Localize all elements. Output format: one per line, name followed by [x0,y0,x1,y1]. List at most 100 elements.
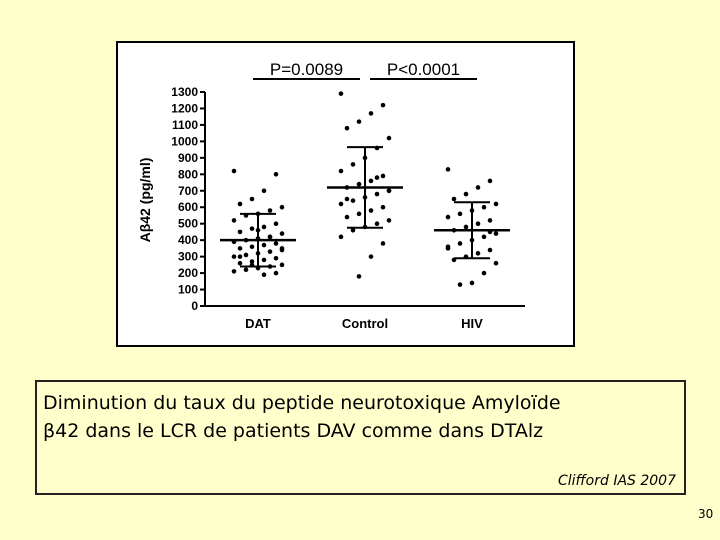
data-dot [356,211,362,217]
data-dot [445,214,451,220]
data-dot [481,234,487,240]
y-tick-label: 1200 [171,101,198,115]
data-dot [380,204,386,210]
data-dot [368,208,374,213]
caption-box: Diminution du taux du peptide neurotoxiq… [35,380,686,495]
caption-line: β42 dans le LCR de patients DAV comme da… [43,420,544,442]
y-tick-label: 400 [178,233,198,247]
data-dot [368,178,374,184]
data-dot [279,262,285,268]
data-dot [475,185,481,190]
data-dot [261,188,267,194]
y-tick-label: 1300 [171,85,198,99]
data-dot [374,175,380,180]
data-dot [380,241,386,246]
data-dot [338,91,344,96]
data-dot [344,196,350,202]
data-dot [237,201,243,207]
x-tick-label: Control [342,316,388,331]
data-dot [273,221,279,226]
data-dot [368,111,374,116]
data-dot [445,246,451,251]
data-dot [451,196,457,202]
data-dot [249,244,255,250]
data-dot [261,242,267,248]
data-dot [338,201,344,207]
data-dot [350,227,356,233]
data-dot [237,254,243,259]
chart: Aβ42 (pg/ml) 0 100 200 300 400 500 600 700 800 90… [116,41,575,347]
chart-frame [116,41,575,347]
y-tick-label: 0 [191,299,198,313]
data-dot [487,218,493,223]
data-dot [267,208,273,213]
data-dot [237,246,243,251]
data-dot [386,188,392,194]
data-dot [368,254,374,259]
data-dot [356,274,362,279]
data-dot [463,224,469,230]
data-dot [380,173,386,179]
data-dot [481,204,487,210]
data-dot [344,125,350,131]
data-dot [243,267,249,273]
data-dot [350,198,356,203]
data-dot [356,119,362,124]
x-tick-label: HIV [461,316,483,331]
data-dot [249,259,255,264]
data-dot [273,241,279,246]
data-dot [380,102,386,108]
data-dot [243,252,249,258]
y-tick-label: 1000 [171,134,198,148]
data-dot [249,196,255,202]
data-dot [481,270,487,276]
data-dot [237,260,243,266]
data-dot [249,226,255,231]
y-axis-label: Aβ42 (pg/ml) [137,158,153,243]
citation: Clifford IAS 2007 [558,473,676,489]
data-dot [493,201,499,207]
y-tick-label: 1100 [172,118,198,132]
data-dot [279,204,285,210]
page-number: 30 [698,507,714,521]
x-tick-label: DAT [245,316,271,331]
data-dot [279,246,285,251]
data-dot [267,249,273,254]
data-dot [457,211,463,217]
data-dot [273,255,279,261]
data-dot [475,251,481,256]
data-dot [469,280,475,286]
data-dot [386,218,392,223]
data-dot [493,231,499,236]
data-dot [356,181,362,187]
y-tick-label: 500 [178,217,198,231]
data-dot [374,191,380,197]
data-dot [445,167,451,172]
data-dot [350,162,356,167]
p-value: P<0.0001 [387,60,460,79]
data-dot [475,221,481,226]
data-dot [231,254,237,259]
y-tick-label: 600 [178,200,198,214]
data-dot [463,191,469,197]
y-tick-label: 800 [178,167,198,181]
data-dot [338,168,344,174]
y-tick-label: 200 [178,266,198,280]
y-tick-label: 700 [178,184,198,198]
data-dot [487,247,493,253]
y-tick-label: 300 [178,250,198,264]
data-dot [487,178,493,184]
data-dot [386,135,392,141]
data-dot [338,234,344,240]
data-dot [279,231,285,236]
p-value: P=0.0089 [270,60,343,79]
data-dot [457,282,463,287]
data-dot [344,214,350,220]
data-dot [273,172,279,177]
caption-line: Diminution du taux du peptide neurotoxiq… [43,392,561,414]
data-dot [273,270,279,276]
data-dot [261,257,267,263]
data-dot [231,218,237,223]
data-dot [457,241,463,246]
